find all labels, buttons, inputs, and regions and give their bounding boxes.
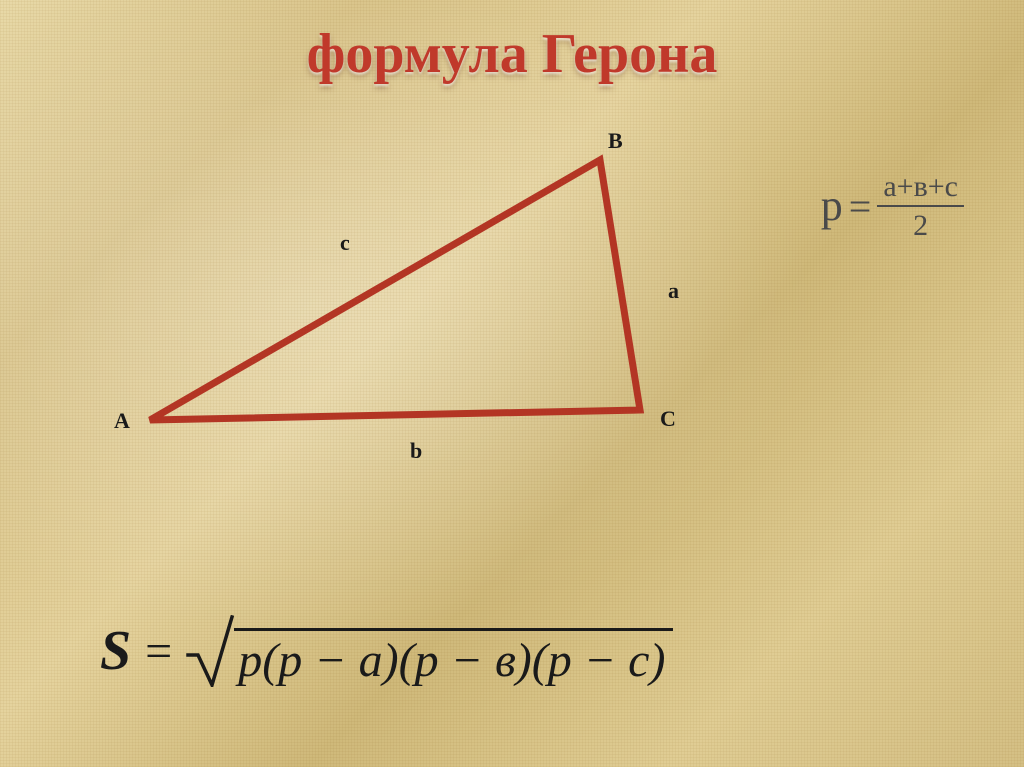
square-root: p(p − a)(p − в)(p − c) xyxy=(186,615,673,687)
vertex-label-c: C xyxy=(660,406,676,432)
triangle-diagram: A B C c a b xyxy=(120,150,680,470)
p-variable: p xyxy=(821,184,843,228)
edge-label-a: a xyxy=(668,278,679,304)
heron-formula: S = p(p − a)(p − в)(p − c) xyxy=(100,615,673,687)
edge-label-c: c xyxy=(340,230,350,256)
triangle-svg xyxy=(120,150,680,470)
equals-sign: = xyxy=(849,183,872,230)
fraction-denominator: 2 xyxy=(877,205,964,242)
heron-equals: = xyxy=(145,624,172,679)
radical-icon xyxy=(186,615,234,687)
triangle-shape xyxy=(150,160,640,420)
area-variable: S xyxy=(100,619,131,683)
vertex-label-b: B xyxy=(608,128,623,154)
fraction-numerator: а+в+с xyxy=(877,170,964,205)
semiperimeter-formula: p = а+в+с 2 xyxy=(821,170,964,242)
radicand: p(p − a)(p − в)(p − c) xyxy=(234,628,673,685)
fraction: а+в+с 2 xyxy=(877,170,964,242)
vertex-label-a: A xyxy=(114,408,130,434)
edge-label-b: b xyxy=(410,438,422,464)
slide-title: формула Герона xyxy=(0,22,1024,86)
